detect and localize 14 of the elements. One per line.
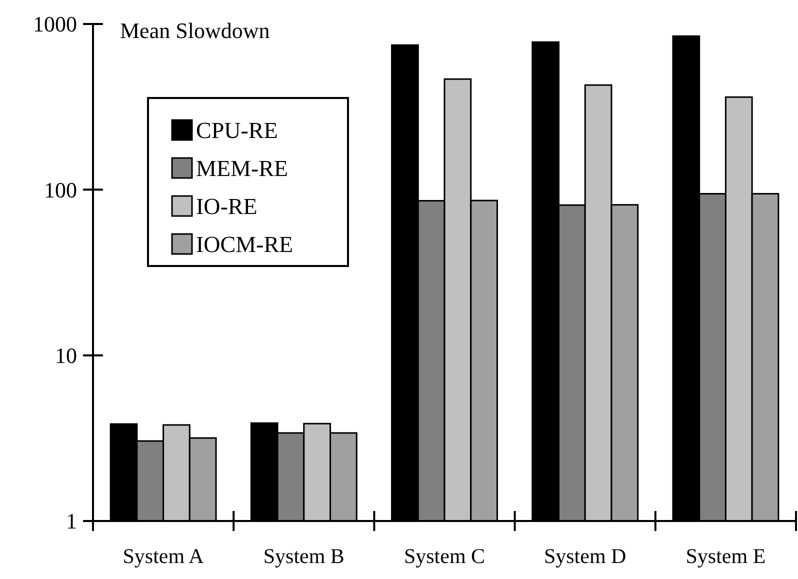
x-tick-label: System B [263,544,344,568]
x-tick-label: System A [122,544,205,568]
legend-label: IOCM-RE [196,232,294,258]
x-tick-label: System D [544,544,626,568]
y-tick-label: 100 [44,177,77,202]
legend-label: CPU-RE [196,118,278,144]
y-axis-title: Mean Slowdown [120,18,270,43]
legend-label: IO-RE [196,194,258,220]
y-tick-label: 1 [66,508,77,534]
x-tick-label: System C [404,544,486,568]
legend-label: MEM-RE [196,156,288,182]
y-tick-label: 1000 [33,12,77,37]
y-tick-label: 10 [55,343,77,368]
x-tick-label: System E [686,544,766,568]
